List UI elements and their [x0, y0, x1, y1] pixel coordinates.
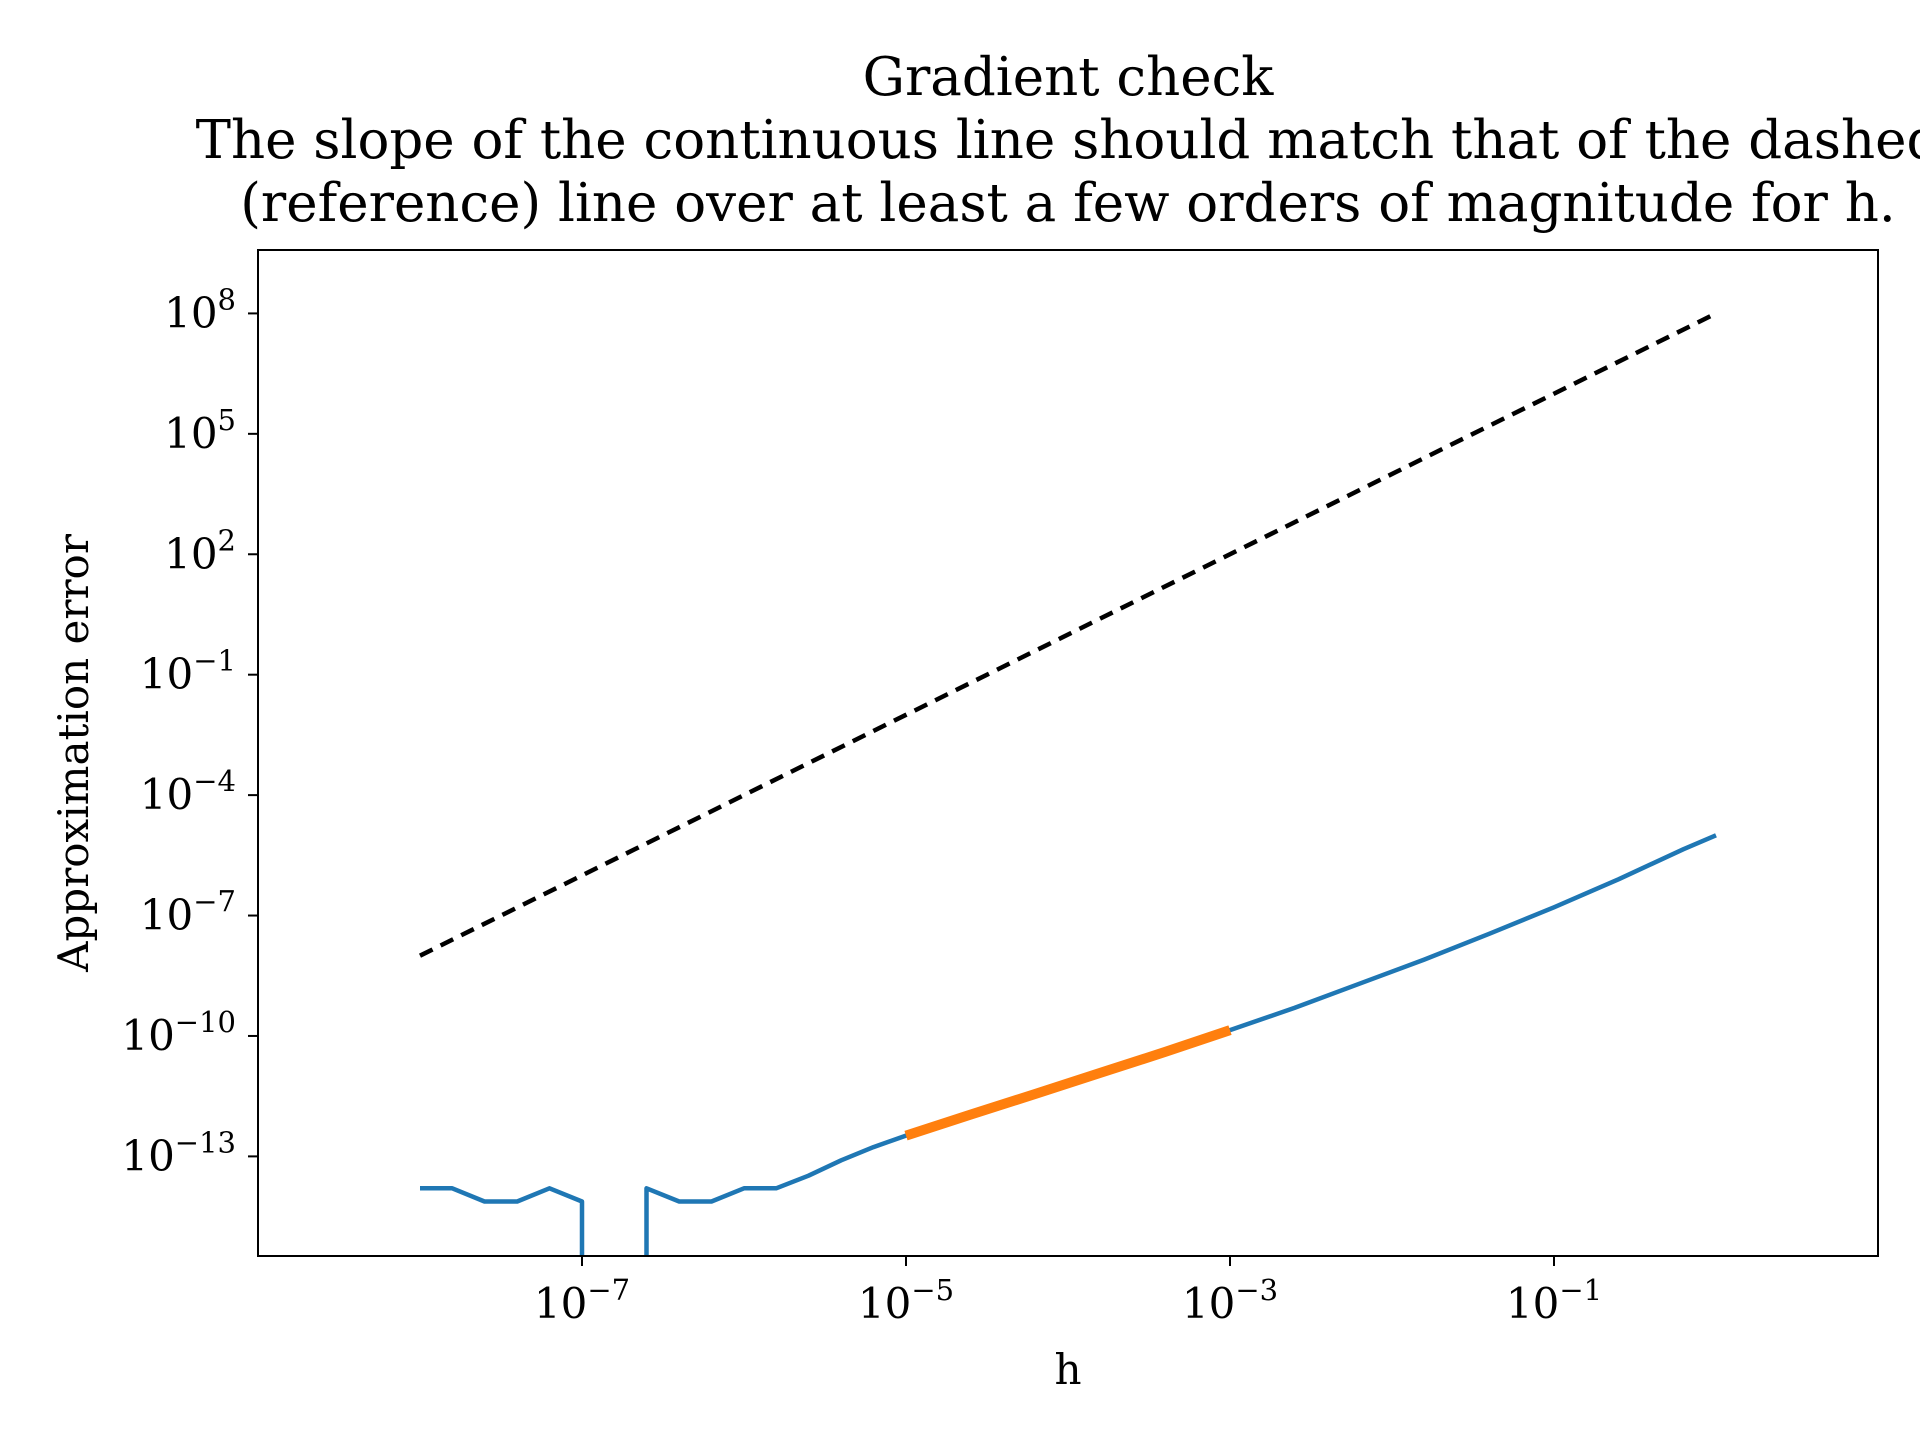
chart-subtitle-line-1: The slope of the continuous line should …	[196, 110, 1920, 171]
x-tick-label: 10−7	[534, 1273, 630, 1328]
x-tick-label: 10−1	[1506, 1273, 1602, 1328]
y-tick-label: 108	[164, 282, 236, 337]
series-line-reference	[419, 311, 1717, 958]
y-tick-label: 10−13	[121, 1125, 236, 1180]
y-tick-label: 10−10	[121, 1005, 236, 1060]
x-tick-label: 10−3	[1182, 1273, 1278, 1328]
series-line-error-part-1	[420, 1186, 585, 1256]
y-tick-label: 105	[164, 403, 236, 458]
x-tick-label: 10−5	[858, 1273, 954, 1328]
chart-title: Gradient check	[863, 47, 1275, 108]
y-tick-label: 10−4	[140, 764, 236, 819]
chart-subtitle-line-2: (reference) line over at least a few ord…	[240, 173, 1895, 234]
series-line-highlight	[904, 1025, 1232, 1141]
x-axis-label: h	[1054, 1345, 1081, 1394]
y-tick-label: 102	[164, 523, 236, 578]
y-tick-label: 10−1	[140, 644, 236, 699]
y-axis-label: Approximation error	[49, 533, 98, 973]
plot-area-frame	[257, 249, 1879, 1257]
y-tick-label: 10−7	[140, 885, 236, 940]
